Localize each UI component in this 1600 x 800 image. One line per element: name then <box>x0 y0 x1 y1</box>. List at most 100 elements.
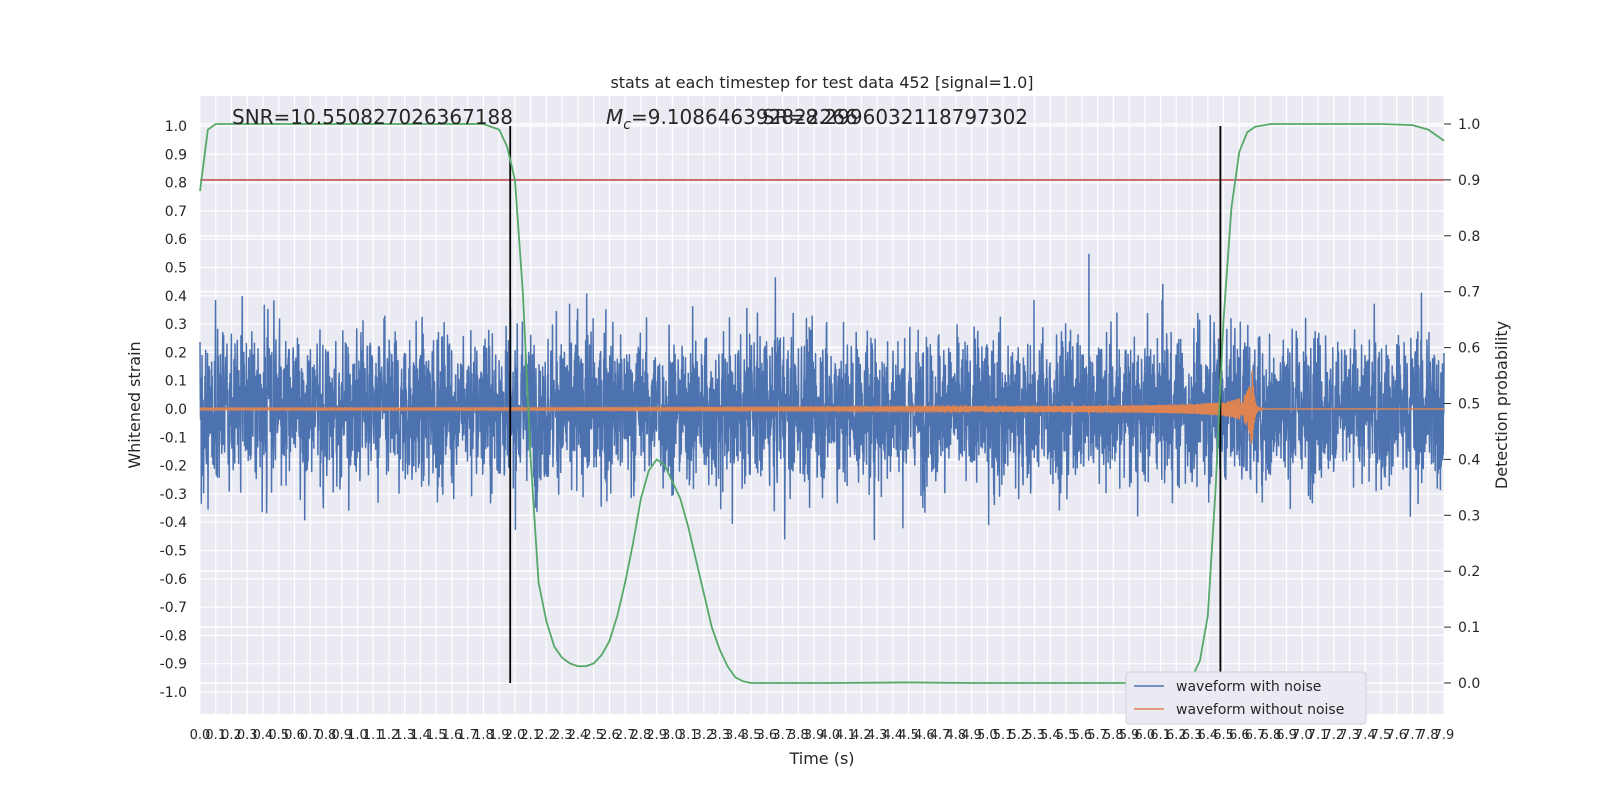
x-tick-label: 2.4 <box>568 728 589 743</box>
y-tick-label: 0.7 <box>165 204 187 220</box>
x-tick-label: 7.8 <box>1418 728 1439 743</box>
x-tick-label: 7.4 <box>1355 728 1376 743</box>
x-tick-label: 0.6 <box>284 728 305 743</box>
x-tick-label: 1.6 <box>442 728 463 743</box>
y-tick-label: -0.8 <box>160 628 187 644</box>
x-tick-label: 1.4 <box>410 728 431 743</box>
y-axis-label-right: Detection probability <box>1492 321 1511 489</box>
x-tick-label: 6.7 <box>1245 728 1266 743</box>
x-tick-label: 1.1 <box>363 728 384 743</box>
chirp-mass-value: =9.108646392822266 <box>631 105 858 129</box>
x-tick-label: 0.1 <box>205 728 226 743</box>
x-tick-label: 7.9 <box>1434 728 1455 743</box>
y-tick-label: 0.1 <box>165 374 187 390</box>
x-tick-label: 6.5 <box>1213 728 1234 743</box>
tick-labels: -1.0 -0.9 -0.8 -0.7 -0.6 -0.5 -0.4 -0.3 -0.2 -0.1… <box>160 117 1481 743</box>
waveform-without-noise-line <box>199 370 1444 445</box>
x-tick-label: 7.3 <box>1339 728 1360 743</box>
x-tick-label: 5.9 <box>1119 728 1140 743</box>
x-tick-label: 0.3 <box>237 728 258 743</box>
x-tick-label: 0.9 <box>331 728 352 743</box>
legend-label-clean: waveform without noise <box>1176 702 1344 718</box>
y-tick-label: -0.6 <box>160 572 187 588</box>
x-tick-label: 7.0 <box>1292 728 1313 743</box>
x-tick-label: 3.2 <box>694 728 715 743</box>
x-tick-label: 6.3 <box>1182 728 1203 743</box>
x-tick-label: 0.8 <box>316 728 337 743</box>
x-tick-label: 5.3 <box>1024 728 1045 743</box>
x-tick-label: 0.4 <box>253 728 274 743</box>
y-tick-label: -0.4 <box>160 515 187 531</box>
x-tick-label: 4.4 <box>883 728 904 743</box>
x-tick-label: 3.3 <box>709 728 730 743</box>
x-tick-label: 5.1 <box>993 728 1014 743</box>
x-tick-label: 2.5 <box>583 728 604 743</box>
x-tick-label: 2.7 <box>615 728 636 743</box>
y-tick-label: -0.3 <box>160 487 187 503</box>
x-tick-label: 6.1 <box>1150 728 1171 743</box>
legend-box <box>1125 671 1367 725</box>
y-tick-label-right: 0.9 <box>1458 173 1480 189</box>
x-tick-label: 2.1 <box>520 728 541 743</box>
y-tick-label-right: 0.1 <box>1458 620 1480 636</box>
y-tick-label: -1.0 <box>160 685 187 701</box>
y-tick-label: 0.9 <box>165 147 187 163</box>
x-tick-label: 4.1 <box>835 728 856 743</box>
y-tick-label: 0.2 <box>165 345 187 361</box>
y-tick-label: 0.4 <box>165 289 187 305</box>
x-tick-label: 2.8 <box>631 728 652 743</box>
y-tick-label: -0.1 <box>160 430 187 446</box>
x-axis-label: Time (s) <box>788 749 854 768</box>
y-tick-label-right: 0.0 <box>1458 676 1480 692</box>
series-waveform-without-noise <box>199 370 1444 445</box>
x-tick-label: 6.2 <box>1166 728 1187 743</box>
x-tick-label: 5.4 <box>1040 728 1061 743</box>
x-tick-label: 4.8 <box>946 728 967 743</box>
x-tick-label: 3.7 <box>772 728 793 743</box>
y-tick-label: 0.5 <box>165 261 187 277</box>
x-tick-label: 6.9 <box>1276 728 1297 743</box>
x-tick-label: 4.7 <box>930 728 951 743</box>
x-tick-label: 0.0 <box>190 728 211 743</box>
x-tick-label: 2.2 <box>536 728 557 743</box>
y-tick-label: 1.0 <box>165 119 187 135</box>
y-tick-label-right: 1.0 <box>1458 117 1480 133</box>
y-tick-label: -0.5 <box>160 544 187 560</box>
series-waveform-with-noise <box>199 253 1445 541</box>
y-tick-label-right: 0.7 <box>1458 285 1480 301</box>
x-tick-label: 0.5 <box>268 728 289 743</box>
x-tick-label: 2.3 <box>552 728 573 743</box>
x-tick-label: 7.5 <box>1371 728 1392 743</box>
x-tick-label: 4.5 <box>898 728 919 743</box>
x-tick-label: 6.6 <box>1229 728 1250 743</box>
x-tick-label: 1.0 <box>347 728 368 743</box>
x-tick-label: 2.0 <box>505 728 526 743</box>
x-tick-label: 3.9 <box>804 728 825 743</box>
x-tick-label: 5.0 <box>977 728 998 743</box>
x-tick-label: 1.5 <box>426 728 447 743</box>
x-tick-label: 3.8 <box>788 728 809 743</box>
x-tick-label: 5.2 <box>1008 728 1029 743</box>
x-tick-label: 7.7 <box>1402 728 1423 743</box>
x-tick-label: 5.5 <box>1056 728 1077 743</box>
x-tick-label: 0.7 <box>300 728 321 743</box>
y-tick-label-right: 0.2 <box>1458 564 1480 580</box>
x-tick-label: 1.8 <box>473 728 494 743</box>
x-tick-label: 1.3 <box>394 728 415 743</box>
x-tick-label: 1.7 <box>457 728 478 743</box>
x-tick-label: 3.0 <box>662 728 683 743</box>
chirp-mass-symbol: M <box>606 105 623 129</box>
x-tick-label: 4.3 <box>867 728 888 743</box>
y-tick-label-right: 0.3 <box>1458 508 1480 524</box>
x-tick-label: 1.9 <box>489 728 510 743</box>
x-tick-label: 7.1 <box>1308 728 1329 743</box>
x-tick-label: 5.8 <box>1103 728 1124 743</box>
x-tick-label: 6.0 <box>1134 728 1155 743</box>
chart-title: stats at each timestep for test data 452… <box>610 73 1033 92</box>
x-tick-label: 2.6 <box>599 728 620 743</box>
y-tick-label-right: 0.4 <box>1458 452 1480 468</box>
x-tick-label: 7.2 <box>1323 728 1344 743</box>
chirp-mass-subscript: c <box>623 117 631 133</box>
y-tick-label-right: 0.6 <box>1458 341 1480 357</box>
